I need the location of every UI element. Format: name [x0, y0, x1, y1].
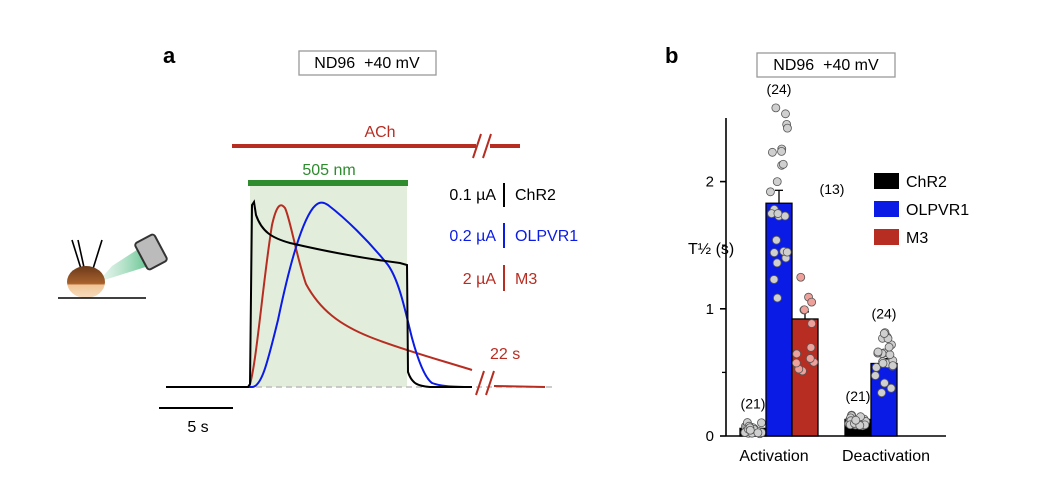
legend-label-m3: M3 — [906, 230, 928, 247]
data-point — [885, 350, 895, 360]
trace-break-icon — [475, 370, 495, 396]
panel-a: a ND96 +40 mV ACh 505 nm 22 s 0.1 µA — [58, 43, 578, 436]
data-point — [880, 378, 889, 388]
bar-m3-activation — [791, 318, 819, 437]
y-axis-label-text: T½ (s) — [688, 241, 734, 258]
y-tick-label: 2 — [706, 174, 714, 191]
data-point — [805, 354, 815, 363]
oocyte-illustration-icon — [58, 233, 168, 299]
legend-label-olpvr1: OLPVR1 — [906, 202, 969, 219]
scale-name-chr2: ChR2 — [515, 187, 556, 204]
trace-m3 — [166, 204, 473, 388]
data-point — [772, 177, 782, 187]
trace-olpvr1 — [166, 201, 473, 388]
data-point — [878, 358, 888, 368]
data-point — [766, 187, 775, 197]
n-label: (21) — [846, 388, 871, 404]
data-point — [800, 305, 809, 315]
scale-name-olpvr1: OLPVR1 — [515, 228, 578, 245]
panel-a-condition: ND96 +40 mV — [314, 55, 420, 72]
break-label: 22 s — [490, 346, 520, 363]
legend-swatch-chr2 — [874, 173, 899, 189]
legend-swatch-m3 — [874, 229, 899, 245]
data-point — [796, 272, 806, 282]
data-point — [888, 361, 898, 371]
data-point — [851, 415, 861, 425]
scale-legend: 0.1 µA ChR2 0.2 µA OLPVR1 2 µA M3 — [449, 183, 578, 291]
scale-value-m3: 2 µA — [463, 271, 497, 288]
data-point — [886, 383, 896, 393]
y-axis-label: T½ (s) — [688, 241, 734, 258]
n-label: (21) — [741, 396, 766, 412]
data-point — [757, 418, 766, 428]
data-point — [792, 349, 802, 359]
data-point — [769, 248, 779, 258]
x-category-label: Activation — [739, 448, 808, 465]
data-point — [773, 209, 783, 218]
panel-b-condition: ND96 +40 mV — [773, 57, 879, 74]
data-point — [783, 123, 792, 133]
ach-label: ACh — [364, 124, 395, 141]
data-point — [807, 297, 817, 307]
data-point — [745, 425, 755, 435]
trace-chr2 — [166, 199, 472, 388]
data-point — [879, 329, 889, 338]
legend-label-chr2: ChR2 — [906, 174, 947, 191]
panel-b-label: b — [665, 43, 678, 68]
data-point — [877, 388, 887, 398]
data-point — [753, 428, 763, 438]
data-point — [884, 342, 894, 352]
legend-swatch-olpvr1 — [874, 201, 899, 217]
panel-a-label: a — [163, 43, 176, 68]
panel-b: b ND96 +40 mV T½ (s) 0 1 2 (21) (24) (13) Acti… — [665, 43, 969, 465]
bar-chart-group: 0 1 2 (21) (24) (13) Activation (21) (24) Deactiv… — [706, 81, 930, 465]
light-period-shading — [250, 185, 407, 387]
data-point — [806, 343, 816, 352]
light-label: 505 nm — [302, 162, 355, 179]
data-point — [791, 358, 801, 368]
x-category-label: Deactivation — [842, 448, 930, 465]
y-tick-label: 0 — [706, 428, 714, 445]
trace-m3-tail — [493, 385, 546, 388]
data-point — [773, 293, 782, 303]
data-point — [781, 109, 790, 119]
data-point — [772, 235, 781, 245]
ach-break-icon — [472, 133, 492, 159]
y-tick-label: 1 — [706, 301, 714, 318]
n-label: (24) — [767, 81, 792, 97]
n-label: (24) — [872, 306, 897, 322]
data-point — [772, 258, 782, 268]
data-point — [870, 371, 880, 380]
data-point — [873, 347, 883, 357]
scale-name-m3: M3 — [515, 271, 537, 288]
data-point — [778, 159, 788, 169]
panel-b-condition-box — [756, 52, 896, 78]
data-point — [782, 247, 792, 257]
n-label: (13) — [820, 181, 845, 197]
panel-a-condition-box — [298, 50, 437, 76]
scale-value-olpvr1: 0.2 µA — [449, 228, 496, 245]
data-point — [807, 319, 817, 328]
legend: ChR2 OLPVR1 M3 — [874, 173, 969, 247]
time-scalebar-label: 5 s — [187, 419, 208, 436]
data-point — [769, 275, 779, 284]
data-point — [777, 146, 786, 156]
data-point — [767, 147, 777, 157]
scale-value-chr2: 0.1 µA — [449, 187, 496, 204]
data-point — [771, 103, 781, 113]
